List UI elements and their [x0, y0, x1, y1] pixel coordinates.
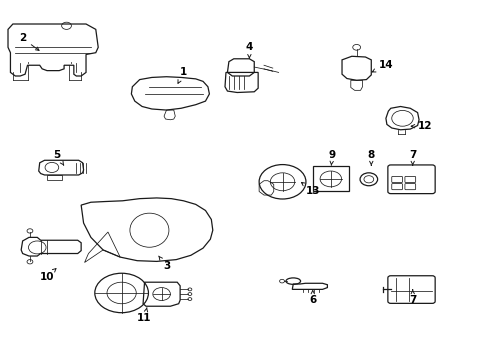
Text: 12: 12	[410, 121, 431, 131]
Text: 3: 3	[159, 256, 170, 271]
Text: 2: 2	[19, 33, 39, 50]
Text: 8: 8	[367, 150, 374, 166]
Text: 14: 14	[371, 60, 392, 72]
Text: 10: 10	[40, 269, 56, 282]
Text: 9: 9	[328, 150, 335, 166]
Text: 6: 6	[308, 289, 316, 305]
Text: 1: 1	[178, 67, 187, 84]
Text: 11: 11	[137, 307, 151, 323]
Bar	[312, 166, 348, 192]
Text: 7: 7	[408, 150, 416, 166]
Text: 4: 4	[245, 42, 253, 58]
Text: 5: 5	[53, 150, 63, 165]
Text: 7: 7	[408, 289, 416, 305]
Text: 13: 13	[301, 183, 319, 196]
